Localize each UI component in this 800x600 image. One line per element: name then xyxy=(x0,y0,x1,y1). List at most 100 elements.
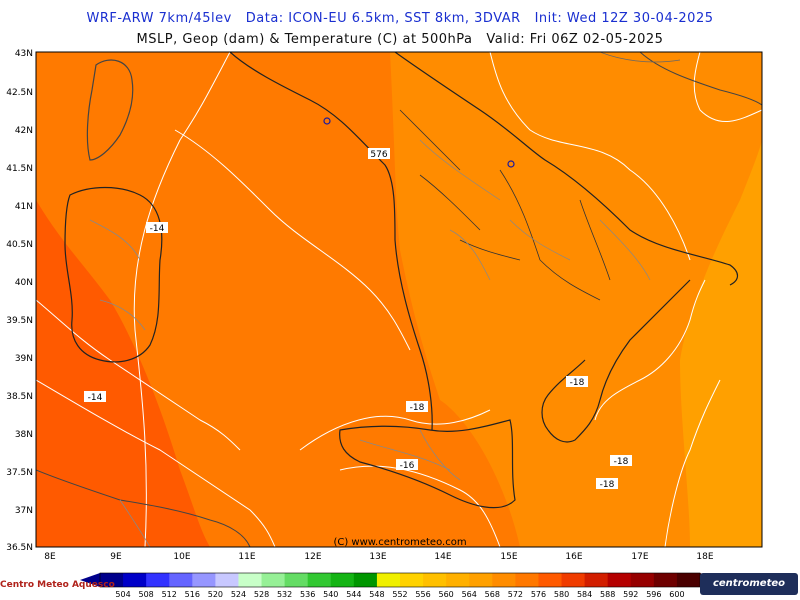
legend-arrow-left xyxy=(80,573,100,587)
legend-swatch xyxy=(146,573,170,587)
legend-swatch xyxy=(169,573,193,587)
isolines xyxy=(36,52,762,547)
legend-label: 588 xyxy=(600,590,615,599)
lat-label: 43N xyxy=(15,49,33,59)
lat-label: 39N xyxy=(15,354,33,364)
legend-label: 572 xyxy=(508,590,523,599)
header-line-2: MSLP, Geop (dam) & Temperature (C) at 50… xyxy=(136,32,664,47)
latitude-labels: 43N 42.5N 42N 41.5N 41N 40.5N 40N 39.5N … xyxy=(6,49,33,553)
logo-text-right: centrometeo xyxy=(712,578,786,589)
lat-label: 36.5N xyxy=(6,543,33,553)
lon-label: 13E xyxy=(369,552,386,562)
watermark: (C) www.centrometeo.com xyxy=(333,537,466,548)
legend-label: 508 xyxy=(139,590,154,599)
coastlines xyxy=(36,52,762,547)
lat-label: 40N xyxy=(15,278,33,288)
lon-label: 12E xyxy=(304,552,321,562)
legend-swatch xyxy=(607,573,632,587)
lat-label: 40.5N xyxy=(6,240,33,250)
legend-swatch xyxy=(400,573,424,587)
legend-label: 532 xyxy=(277,590,292,599)
legend-swatch xyxy=(284,573,309,587)
legend-swatch xyxy=(192,573,216,587)
header-line-1: WRF-ARW 7km/45lev Data: ICON-EU 6.5km, S… xyxy=(86,11,714,26)
legend-swatch xyxy=(261,573,286,587)
centro-meteo-logo: Centro Meteo Aquesco xyxy=(0,580,120,600)
svg-text:-18: -18 xyxy=(614,457,629,467)
lat-label: 39.5N xyxy=(6,316,33,326)
legend-swatch xyxy=(653,573,678,587)
legend-swatch xyxy=(307,573,332,587)
legend-label: 548 xyxy=(369,590,384,599)
longitude-labels: 8E 9E 10E 11E 12E 13E 14E 15E 16E 17E 18… xyxy=(44,552,714,562)
lat-label: 42.5N xyxy=(6,88,33,98)
lon-label: 9E xyxy=(110,552,122,562)
lon-label: 10E xyxy=(173,552,190,562)
contour-label: -16 xyxy=(396,459,418,471)
lon-label: 11E xyxy=(238,552,255,562)
svg-text:-16: -16 xyxy=(400,461,415,471)
lon-label: 14E xyxy=(434,552,451,562)
legend-swatch xyxy=(100,573,124,587)
legend-swatch xyxy=(561,573,586,587)
contour-label: -18 xyxy=(610,455,632,467)
legend-swatch xyxy=(584,573,609,587)
contour-label: -14 xyxy=(84,391,106,403)
legend-swatch xyxy=(423,573,447,587)
legend-swatch xyxy=(446,573,470,587)
legend-swatch xyxy=(630,573,655,587)
legend-label: 536 xyxy=(300,590,315,599)
contour-labels: 576 -14 -14 -18 -18 -16 -18 -18 xyxy=(84,148,632,490)
lat-label: 37.5N xyxy=(6,468,33,478)
svg-text:-14: -14 xyxy=(150,224,165,234)
lat-label: 38.5N xyxy=(6,392,33,402)
legend-swatch xyxy=(215,573,239,587)
legend-swatch xyxy=(123,573,147,587)
legend-label: 576 xyxy=(531,590,546,599)
legend-label: 556 xyxy=(415,590,430,599)
legend-swatch xyxy=(676,573,701,587)
lon-label: 15E xyxy=(500,552,517,562)
legend-swatch xyxy=(492,573,516,587)
geopotential-field xyxy=(36,52,762,547)
lat-label: 41.5N xyxy=(6,164,33,174)
legend-swatch xyxy=(376,573,401,587)
legend-label: 584 xyxy=(577,590,592,599)
legend-label: 512 xyxy=(162,590,177,599)
legend-label: 528 xyxy=(254,590,269,599)
legend-label: 552 xyxy=(392,590,407,599)
svg-text:-18: -18 xyxy=(570,378,585,388)
legend-swatch xyxy=(538,573,563,587)
legend-label: 520 xyxy=(208,590,223,599)
legend-label: 596 xyxy=(646,590,661,599)
legend-label: 600 xyxy=(669,590,684,599)
lat-label: 42N xyxy=(15,126,33,136)
color-legend: 504 508 512 516 520 524 528 532 536 540 544 548 552 5… xyxy=(80,572,720,599)
legend-label: 568 xyxy=(485,590,500,599)
legend-label: 564 xyxy=(462,590,477,599)
svg-text:576: 576 xyxy=(370,150,387,160)
lon-label: 18E xyxy=(696,552,713,562)
contour-label: -18 xyxy=(406,401,428,413)
plot-frame xyxy=(35,51,763,548)
legend-swatch xyxy=(515,573,539,587)
svg-text:-18: -18 xyxy=(600,480,615,490)
legend-label: 524 xyxy=(231,590,246,599)
lon-label: 17E xyxy=(631,552,648,562)
svg-text:-18: -18 xyxy=(410,403,425,413)
contour-label: -14 xyxy=(146,222,168,234)
legend-swatch xyxy=(238,573,263,587)
contour-label: -18 xyxy=(566,376,588,388)
lon-label: 8E xyxy=(44,552,56,562)
legend-swatch xyxy=(469,573,493,587)
contour-label: -18 xyxy=(596,478,618,490)
legend-label: 592 xyxy=(623,590,638,599)
lat-label: 38N xyxy=(15,430,33,440)
legend-label: 544 xyxy=(346,590,361,599)
legend-label: 560 xyxy=(439,590,454,599)
lon-label: 16E xyxy=(565,552,582,562)
legend-swatch xyxy=(353,573,378,587)
legend-label: 516 xyxy=(185,590,200,599)
lat-label: 37N xyxy=(15,506,33,516)
